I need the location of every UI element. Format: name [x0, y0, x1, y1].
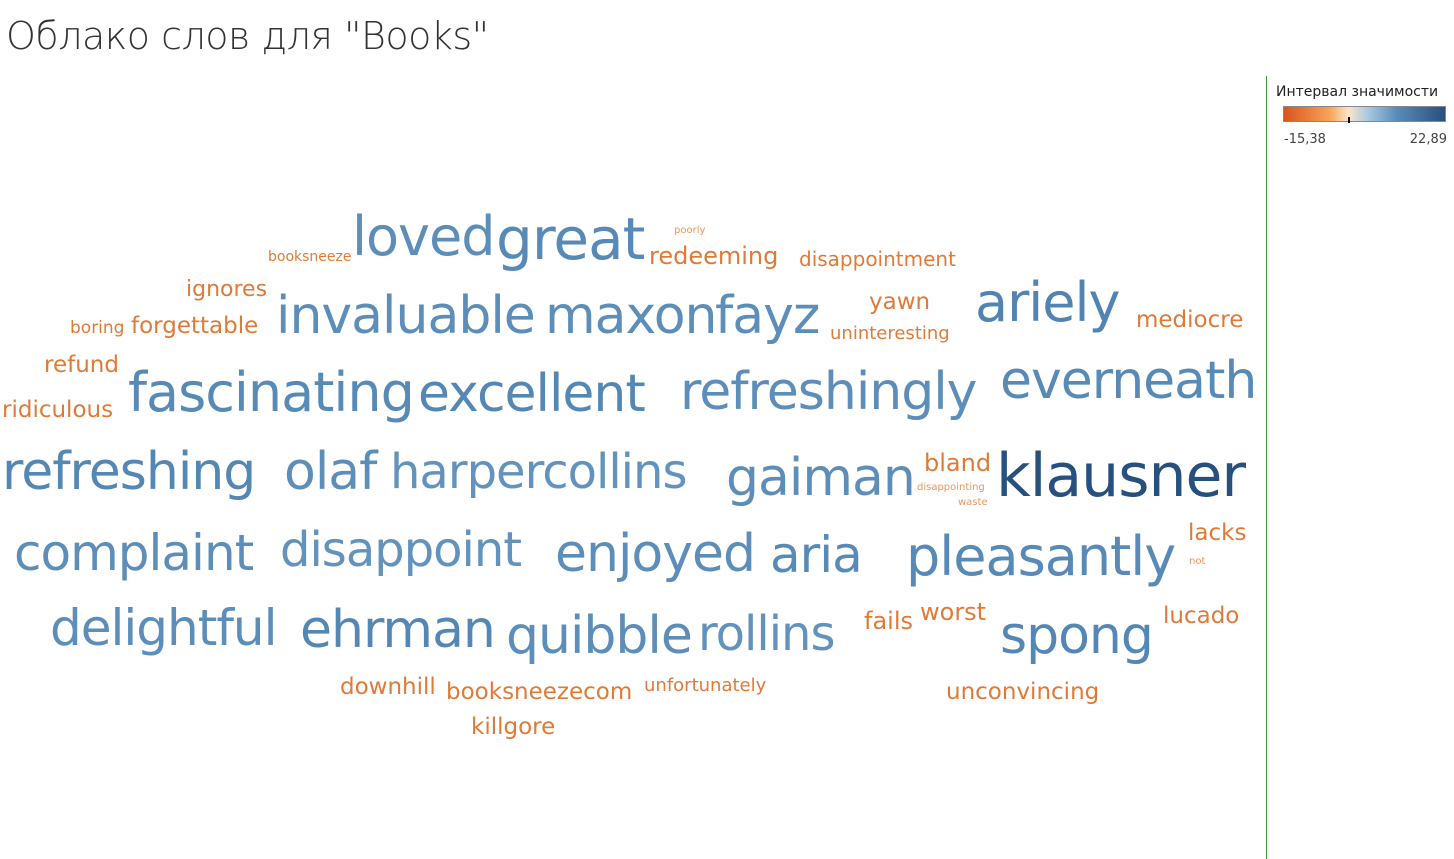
legend-max-label: 22,89 — [1409, 132, 1447, 147]
word-excellent[interactable]: excellent — [418, 364, 646, 424]
word-fascinating[interactable]: fascinating — [128, 361, 415, 424]
word-boring[interactable]: boring — [70, 318, 125, 338]
word-olaf[interactable]: olaf — [284, 442, 377, 502]
word-refreshingly[interactable]: refreshingly — [680, 362, 977, 422]
word-great[interactable]: great — [496, 205, 645, 273]
word-cloud: booksneeze loved great poorly redeeming disap… — [2, 205, 1257, 740]
word-spong[interactable]: spong — [1000, 606, 1154, 666]
word-refund[interactable]: refund — [44, 352, 119, 378]
word-lucado[interactable]: lucado — [1163, 603, 1240, 629]
word-bland[interactable]: bland — [924, 449, 992, 477]
word-gaiman[interactable]: gaiman — [726, 448, 916, 508]
word-yawn[interactable]: yawn — [869, 289, 931, 315]
word-aria[interactable]: aria — [770, 526, 863, 584]
word-klausner[interactable]: klausner — [996, 441, 1246, 511]
word-ehrman[interactable]: ehrman — [300, 600, 496, 660]
word-ignores[interactable]: ignores — [186, 277, 268, 302]
word-complaint[interactable]: complaint — [14, 524, 254, 582]
word-ridiculous[interactable]: ridiculous — [2, 397, 114, 423]
word-quibble[interactable]: quibble — [506, 606, 693, 666]
word-mediocre[interactable]: mediocre — [1136, 307, 1244, 333]
word-lacks[interactable]: lacks — [1188, 520, 1247, 546]
word-invaluable[interactable]: invaluable — [276, 286, 536, 346]
word-redeeming[interactable]: redeeming — [649, 242, 779, 270]
word-ariely[interactable]: ariely — [975, 271, 1120, 334]
legend-zero-marker — [1347, 117, 1350, 123]
word-booksneeze[interactable]: booksneeze — [268, 249, 352, 265]
word-poorly[interactable]: poorly — [674, 225, 706, 236]
word-killgore[interactable]: killgore — [471, 714, 556, 740]
word-enjoyed[interactable]: enjoyed — [555, 524, 756, 584]
word-fails[interactable]: fails — [864, 607, 913, 635]
word-disappoint[interactable]: disappoint — [280, 522, 522, 578]
word-forgettable[interactable]: forgettable — [131, 313, 259, 339]
legend-min-label: -15,38 — [1284, 132, 1326, 147]
word-worst[interactable]: worst — [920, 598, 987, 626]
word-rollins[interactable]: rollins — [698, 606, 835, 662]
word-delightful[interactable]: delightful — [50, 599, 277, 657]
word-downhill[interactable]: downhill — [340, 674, 436, 700]
word-not[interactable]: not — [1189, 556, 1206, 567]
word-everneath[interactable]: everneath — [1000, 351, 1257, 411]
word-disappointment[interactable]: disappointment — [799, 247, 956, 271]
word-maxon[interactable]: maxon — [545, 286, 717, 346]
word-fayz[interactable]: fayz — [715, 286, 820, 346]
word-refreshing[interactable]: refreshing — [2, 442, 256, 502]
word-pleasantly[interactable]: pleasantly — [906, 525, 1176, 588]
word-unfortunately[interactable]: unfortunately — [644, 675, 767, 696]
word-uninteresting[interactable]: uninteresting — [830, 323, 950, 344]
word-unconvincing[interactable]: unconvincing — [946, 679, 1100, 705]
chart-title: Облако слов для "Books" — [6, 14, 489, 58]
word-loved[interactable]: loved — [352, 205, 495, 268]
word-disappointing[interactable]: disappointing — [917, 482, 985, 493]
legend-title: Интервал значимости — [1276, 84, 1439, 100]
word-harpercollins[interactable]: harpercollins — [390, 444, 687, 500]
legend-gradient-bar — [1283, 106, 1446, 123]
color-legend: Интервал значимости -15,38 22,89 — [1276, 84, 1452, 147]
word-booksneezecom[interactable]: booksneezecom — [446, 679, 633, 705]
word-waste[interactable]: waste — [958, 497, 988, 508]
panel-divider — [1266, 76, 1267, 859]
